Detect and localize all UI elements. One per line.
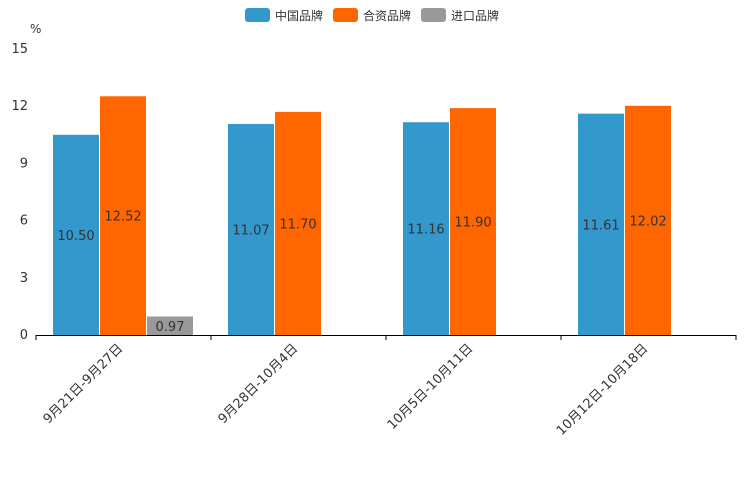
y-tick-label: 3 <box>20 271 28 286</box>
legend-swatch-jv-brand <box>332 8 358 22</box>
legend-item-jv-brand[interactable]: 合资品牌 <box>332 6 411 24</box>
legend-swatch-china-brand <box>244 8 270 22</box>
bar-import-brand[interactable] <box>147 316 193 335</box>
y-tick-label: 12 <box>11 99 28 114</box>
bar-china-brand[interactable] <box>228 123 274 335</box>
bars: 10.50 12.52 0.97 11.07 11.70 11.16 11.90 11.61 1… <box>53 96 671 336</box>
data-label-china-brand: 11.61 <box>582 218 619 233</box>
legend-swatch-import-brand <box>421 8 446 22</box>
bar-jv-brand[interactable] <box>625 105 671 335</box>
legend-item-import-brand[interactable]: 进口品牌 <box>421 6 499 24</box>
x-tick-label: 10月12日-10月18日 <box>554 341 651 438</box>
y-tick-label: 6 <box>20 214 28 229</box>
bar-china-brand[interactable] <box>403 122 449 335</box>
bar-jv-brand[interactable] <box>275 111 321 335</box>
data-label-jv-brand: 11.70 <box>279 217 316 232</box>
bar-jv-brand[interactable] <box>100 96 146 335</box>
y-tick-label: 9 <box>20 156 28 171</box>
legend: 中国品牌 合资品牌 进口品牌 <box>0 6 744 24</box>
x-axis: 9月21日-9月27日 9月28日-10月4日 10月5日-10月11日 10月12日… <box>35 335 737 439</box>
x-tick-label: 10月5日-10月11日 <box>385 341 477 433</box>
legend-label-import-brand: 进口品牌 <box>451 8 500 23</box>
y-tick-label: 0 <box>20 328 28 343</box>
x-tick-label: 9月21日-9月27日 <box>41 341 127 427</box>
y-axis-unit-label: % <box>30 22 41 36</box>
data-label-import-brand: 0.97 <box>156 320 185 335</box>
bar-china-brand[interactable] <box>578 113 624 335</box>
bar-china-brand[interactable] <box>53 134 99 335</box>
y-axis: 0 3 6 9 12 15 <box>11 42 28 343</box>
data-label-jv-brand: 11.90 <box>454 216 491 231</box>
legend-item-china-brand[interactable]: 中国品牌 <box>244 6 323 24</box>
data-label-jv-brand: 12.52 <box>104 210 141 225</box>
legend-label-china-brand: 中国品牌 <box>274 8 323 23</box>
bar-jv-brand[interactable] <box>450 108 496 336</box>
data-label-china-brand: 11.07 <box>232 223 269 238</box>
data-label-jv-brand: 12.02 <box>629 214 666 229</box>
x-tick-label: 9月28日-10月4日 <box>216 341 302 427</box>
data-label-china-brand: 11.16 <box>407 223 444 238</box>
data-label-china-brand: 10.50 <box>57 229 94 244</box>
legend-label-jv-brand: 合资品牌 <box>362 8 411 23</box>
y-tick-label: 15 <box>11 42 28 57</box>
